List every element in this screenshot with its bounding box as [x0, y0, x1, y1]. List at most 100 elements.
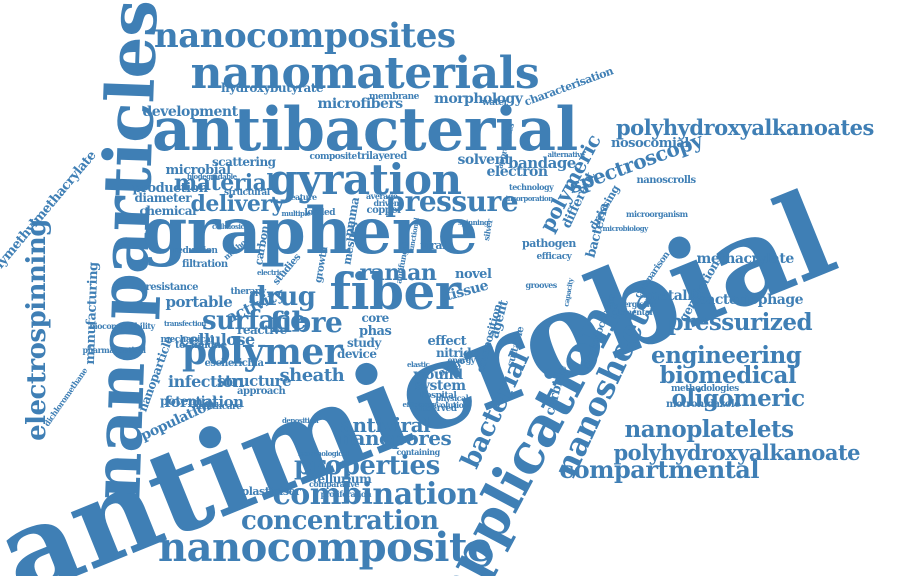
word-development: development [142, 104, 239, 120]
word-material: material [174, 170, 275, 196]
word-microorganism: microorganism [626, 209, 688, 219]
word-approach: approach [237, 386, 286, 397]
word-engineering: engineering [651, 341, 802, 369]
word-device: device [337, 347, 377, 361]
word-wound: wound [413, 367, 464, 383]
word-graphene: graphene [142, 194, 479, 269]
word-raman: raman [359, 260, 437, 286]
word-microbial: microbial [165, 162, 232, 178]
word-pressure: pressure [385, 185, 519, 218]
word-chemical: chemical [139, 204, 197, 218]
word-metallic: metallic [645, 288, 705, 304]
word-portable: portable [165, 292, 233, 311]
word-proliferation: proliferation [320, 489, 372, 499]
word-structural: structural [224, 187, 270, 198]
word-physical: physical [435, 393, 469, 403]
word-containing: containing [396, 447, 441, 457]
word-pharmaceutical: pharmaceutical [82, 345, 147, 355]
word-concentration: concentration [241, 506, 439, 536]
word-system: system [414, 378, 467, 394]
word-hospital: hospital [419, 390, 457, 401]
word-reduction: reduction [173, 245, 218, 256]
word-fibre: fibre [270, 306, 343, 339]
word-sheath: sheath [279, 365, 345, 386]
word-average: average [366, 191, 398, 201]
word-nanopores: nanopores [338, 426, 452, 450]
word-biodegradable: biodegradable [187, 171, 237, 181]
word-delivery: delivery [190, 191, 285, 217]
word-electron: electron [486, 164, 549, 180]
word-bandage: bandage [508, 153, 576, 172]
word-study: study [347, 336, 381, 350]
word-bacteriophage: bacteriophage [697, 292, 804, 308]
word-multiple: multiple [281, 208, 312, 218]
word-methodologies: methodologies [671, 383, 739, 394]
word-plasticiser: plasticiser [241, 484, 301, 498]
word-antiviral: antiviral [340, 413, 431, 437]
word-copper: copper [366, 205, 403, 216]
word-hydroxybutyrate: hydroxybutyrate [221, 81, 323, 95]
word-methacrylate: methacrylate [696, 251, 795, 267]
word-drug: drug [248, 282, 316, 312]
word-potential: potential [160, 394, 217, 408]
word-formation: formation [164, 392, 245, 411]
word-nanoplatelets: nanoplatelets [624, 415, 795, 443]
word-mechanical: mechanical [160, 334, 214, 345]
word-loaded: loaded [304, 207, 336, 218]
word-electric: electric [257, 267, 283, 277]
word-healthcare: healthcare [192, 401, 243, 412]
word-escherichia: escherichia [204, 358, 264, 369]
word-composite: composite [309, 151, 358, 162]
word-solvent: solvent [457, 152, 511, 168]
word-compartmental: compartmental [559, 455, 760, 484]
word-elemental: elemental [612, 307, 653, 317]
word-tellurium: tellurium [312, 472, 372, 486]
word-nitride: nitride [436, 346, 479, 360]
word-cellulosic: cellulosic [212, 221, 245, 231]
word-gyration: gyration [268, 155, 463, 204]
word-effect: effect [427, 333, 467, 349]
word-therapy: therapy [230, 286, 267, 297]
word-core: core [361, 311, 390, 325]
word-nanocomposites: nanocomposites [154, 16, 456, 56]
word-evolution: evolution [431, 400, 470, 410]
word-viral: viral [420, 238, 447, 252]
word-transfection: transfection [164, 318, 206, 328]
word-efficacy: efficacy [536, 251, 572, 262]
word-nosocomial: nosocomial [611, 135, 689, 151]
word-spinning: spinning [458, 217, 489, 227]
word-biocompatibility: biocompatibility [89, 321, 156, 331]
word-fiber: fiber [329, 262, 462, 321]
word-water: water [482, 97, 508, 108]
word-structure: structure [217, 371, 292, 390]
word-biomedical: biomedical [659, 361, 797, 389]
word-combination: combination [272, 477, 479, 512]
word-surface: surface [202, 306, 307, 336]
word-nanomaterials: nanomaterials [190, 48, 540, 99]
word-nanoscrolls: nanoscrolls [636, 175, 697, 186]
word-trilayered: trilayered [357, 151, 407, 162]
word-feature: feature [287, 192, 318, 202]
word-morphological: morphological [298, 448, 349, 458]
word-technique: technique [175, 340, 227, 351]
word-microfibers: microfibers [317, 96, 404, 112]
word-polyhydroxyalkanoate: polyhydroxyalkanoate [613, 439, 861, 465]
word-oligomeric: oligomeric [671, 384, 806, 412]
word-silver: silver [480, 218, 495, 242]
word-phas: phas [359, 323, 392, 339]
word-polymer: polymer [182, 331, 343, 373]
word-cellulose: cellulose [179, 330, 256, 349]
word-production: production [132, 180, 209, 196]
word-infection: infection [168, 372, 244, 391]
word-nanocomposite: nanocomposite [158, 524, 492, 571]
word-energy: energy [447, 355, 476, 365]
word-reactive: reactive [237, 323, 287, 337]
word-elastic: elastic [407, 359, 430, 369]
word-technology: technology [509, 182, 554, 192]
word-deposition: deposition [282, 415, 319, 425]
word-comparative: comparative [309, 479, 359, 489]
word-membrane: membrane [369, 91, 419, 102]
word-pressurized: pressurized [667, 308, 813, 336]
word-metronidazole: metronidazole [666, 399, 741, 410]
word-electrospinning: electrospinning [21, 219, 52, 441]
